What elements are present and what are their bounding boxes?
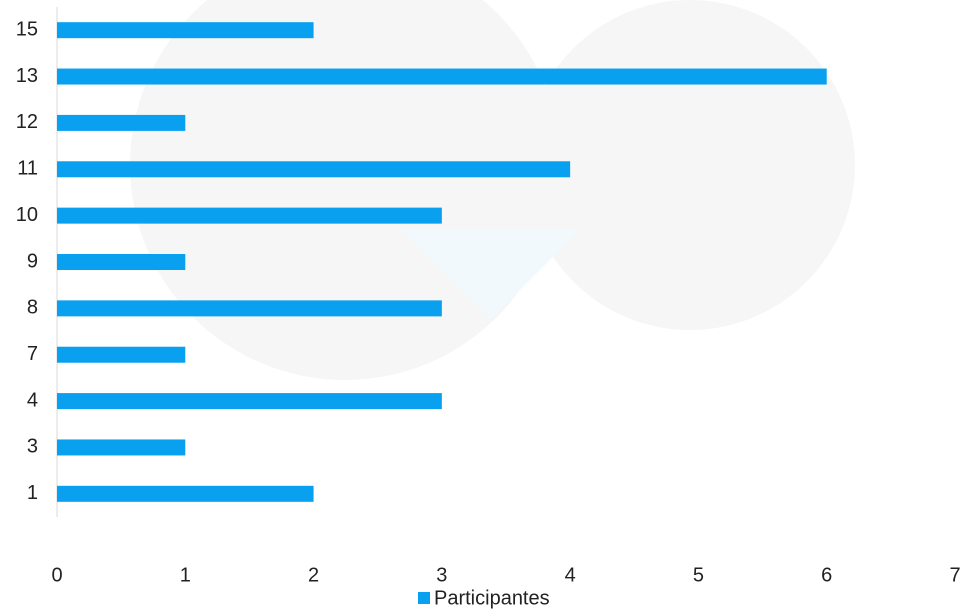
y-tick-label: 15 — [16, 18, 38, 40]
bar — [57, 254, 186, 270]
y-tick-label: 8 — [27, 297, 38, 319]
y-tick-label: 12 — [16, 111, 38, 133]
x-tick-label: 6 — [821, 564, 832, 586]
x-tick-label: 1 — [180, 564, 191, 586]
y-tick-label: 11 — [17, 158, 38, 180]
bar — [57, 68, 827, 85]
y-tick-label: 10 — [16, 204, 38, 226]
y-tick-label: 1 — [27, 482, 38, 504]
bar — [57, 393, 442, 410]
y-tick-label: 4 — [27, 389, 38, 411]
watermark-circle — [525, 0, 855, 330]
x-tick-label: 4 — [565, 564, 576, 586]
y-tick-label: 3 — [27, 436, 38, 458]
bar — [57, 346, 186, 363]
x-tick-label: 0 — [51, 564, 62, 586]
bar — [57, 22, 314, 39]
x-tick-label: 5 — [693, 564, 704, 586]
watermark-circle — [130, 0, 560, 380]
bar — [57, 300, 442, 317]
watermark — [130, 0, 855, 380]
x-tick-label: 3 — [436, 564, 447, 586]
y-tick-label: 7 — [27, 343, 38, 365]
y-tick-label: 9 — [27, 250, 38, 272]
x-tick-label: 2 — [308, 564, 319, 586]
legend-label: Participantes — [434, 587, 550, 609]
bar — [57, 207, 442, 224]
bar — [57, 114, 186, 131]
legend-swatch — [418, 592, 430, 604]
bar — [57, 485, 314, 502]
x-tick-label: 7 — [949, 564, 960, 586]
bar — [57, 439, 186, 456]
watermark-shape — [400, 230, 580, 320]
bar — [57, 161, 571, 178]
y-tick-label: 13 — [16, 65, 38, 87]
